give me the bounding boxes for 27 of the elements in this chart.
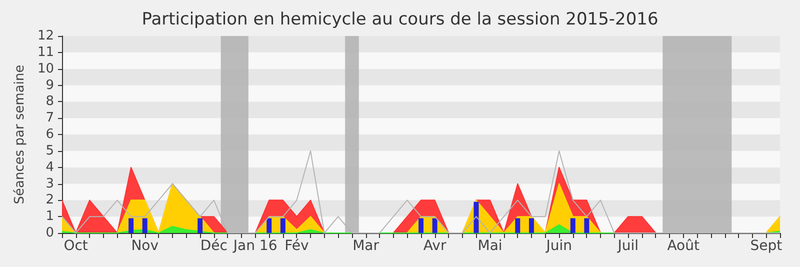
- y-tick-label: 5: [46, 143, 54, 158]
- y-tick-label: 7: [46, 110, 54, 126]
- x-tick-label: Sept: [750, 238, 783, 254]
- x-tick-label: Fév: [284, 238, 309, 254]
- y-tick-label: 12: [37, 28, 54, 44]
- y-tick-label: 0: [46, 226, 54, 240]
- x-tick-label: Jan 16: [232, 238, 278, 254]
- x-tick-label: Mar: [352, 238, 380, 254]
- x-tick-label: Août: [667, 238, 700, 254]
- x-tick-label: Juin: [545, 238, 572, 254]
- x-tick-label: Juil: [616, 238, 639, 254]
- x-tick-label: Avr: [423, 238, 446, 254]
- y-tick-label: 2: [46, 192, 54, 208]
- x-tick-label: Oct: [64, 238, 88, 254]
- y-tick-label: 1: [46, 209, 54, 224]
- y-tick-label: 8: [46, 94, 54, 110]
- x-tick-label: Nov: [131, 238, 159, 254]
- x-tick-label: Mai: [478, 238, 502, 254]
- y-tick-label: 3: [46, 176, 54, 192]
- y-tick-label: 10: [37, 61, 54, 76]
- y-tick-label: 11: [37, 44, 54, 60]
- x-tick-label: Déc: [200, 238, 228, 254]
- y-tick-label: 9: [46, 78, 54, 93]
- y-axis-title: Séances par semaine: [12, 64, 28, 204]
- y-tick-label: 4: [46, 160, 54, 175]
- y-tick-label: 6: [46, 127, 54, 142]
- chart-title: Participation en hemicycle au cours de la session 2015-2016: [142, 10, 658, 30]
